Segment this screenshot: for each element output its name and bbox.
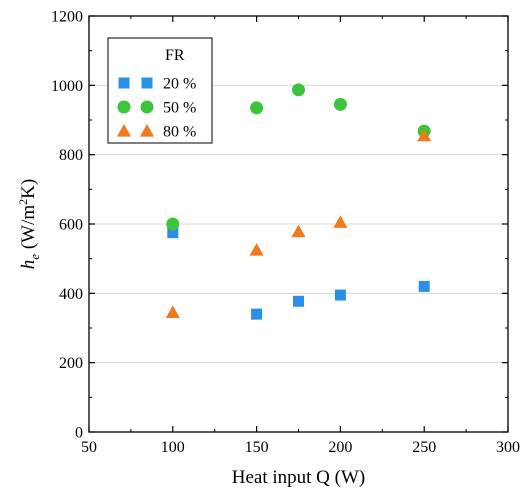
- legend-label: 80 %: [163, 124, 196, 141]
- circle-data-point: [333, 97, 347, 111]
- legend-entries: 20 % 50 % 80 %: [117, 76, 196, 141]
- x-tick-label: 300: [496, 439, 520, 456]
- square-data-point: [167, 227, 179, 239]
- x-axis-label: Heat input Q (W): [232, 467, 365, 488]
- triangle-data-point: [291, 224, 306, 238]
- data-markers: [165, 83, 432, 320]
- triangle-data-point: [249, 243, 264, 256]
- y-tick-label: 800: [59, 147, 83, 164]
- circle-data-point: [166, 217, 180, 231]
- x-tick-label: 250: [412, 439, 436, 456]
- legend-circle-marker: [140, 100, 154, 114]
- x-tick-label: 150: [245, 439, 269, 456]
- legend: FR 20 % 50 % 80 %: [107, 37, 213, 144]
- y-axis-label-subscript: e: [27, 254, 42, 260]
- legend-title: FR: [165, 47, 185, 64]
- legend-circle-marker: [117, 100, 131, 114]
- square-data-point: [251, 308, 263, 320]
- y-tick-label: 0: [75, 425, 83, 442]
- y-axis-label-unit-superscript: 2: [16, 199, 30, 205]
- y-axis-label-unit-end: K): [18, 179, 39, 199]
- legend-box: [107, 37, 213, 144]
- triangle-data-point: [333, 215, 348, 228]
- x-tick-label: 100: [161, 439, 185, 456]
- legend-triangle-marker: [140, 124, 154, 137]
- y-tick-label: 200: [59, 355, 83, 372]
- y-axis-label-symbol: h: [18, 260, 39, 270]
- square-data-point: [334, 289, 346, 301]
- legend-square-marker: [141, 77, 153, 89]
- x-tick-label: 200: [328, 439, 352, 456]
- y-tick-label: 1000: [51, 78, 83, 95]
- legend-triangle-marker: [117, 124, 131, 137]
- legend-square-marker: [118, 77, 130, 89]
- y-tick-label: 600: [59, 217, 83, 234]
- legend-label: 20 %: [163, 76, 196, 93]
- axis-ticks: 50 100 150 200 250 300 0 200 400 600 800 1000 1200: [51, 9, 520, 457]
- square-data-point: [293, 295, 304, 307]
- x-tick-label: 50: [81, 439, 97, 456]
- legend-label: 50 %: [163, 100, 196, 117]
- circle-data-point: [292, 83, 305, 97]
- y-tick-label: 1200: [51, 9, 83, 26]
- y-axis-label-unit: (W/m: [18, 205, 39, 254]
- triangle-data-point: [165, 305, 180, 318]
- circle-data-point: [250, 101, 264, 115]
- y-tick-label: 400: [59, 286, 83, 303]
- y-axis-label: he (W/m2K): [16, 179, 42, 269]
- square-data-point: [418, 280, 430, 292]
- triangle-data-point: [417, 128, 432, 142]
